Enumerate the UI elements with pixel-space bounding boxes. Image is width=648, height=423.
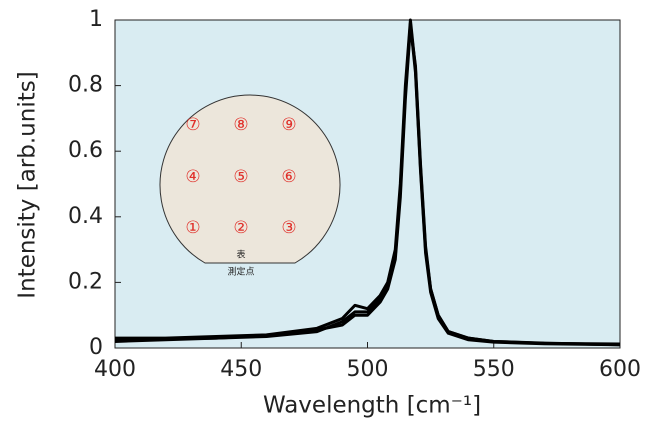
y-tick-label: 0	[89, 335, 103, 360]
point-label: ③	[281, 218, 296, 238]
y-tick-label: 0.2	[68, 269, 103, 294]
point-label: ⑨	[281, 115, 296, 135]
point-label: ②	[233, 218, 248, 238]
y-tick-label: 0.6	[68, 138, 103, 163]
spectrum-line	[114, 25, 621, 346]
point-label: ⑤	[233, 167, 248, 187]
x-tick-label: 500	[347, 357, 389, 382]
point-label: ⑦	[185, 115, 200, 135]
x-tick-label: 600	[599, 357, 641, 382]
x-axis-label: Wavelength [cm⁻¹]	[263, 393, 481, 419]
wafer	[159, 94, 341, 264]
x-tick-label: 550	[473, 357, 515, 382]
y-tick-label: 1	[89, 7, 103, 32]
x-tick-label: 400	[94, 357, 136, 382]
y-axis-label: Intensity [arb.units]	[15, 71, 41, 298]
point-label: ⑧	[233, 115, 248, 135]
point-label: ④	[185, 167, 200, 187]
point-label: ⑥	[281, 167, 296, 187]
side-label: 表	[236, 249, 245, 261]
x-tick-label: 450	[220, 357, 262, 382]
y-tick-label: 0.4	[68, 204, 103, 229]
y-tick-label: 0.8	[68, 73, 103, 98]
point-label: ①	[185, 218, 200, 238]
inset-caption: 測定点	[227, 266, 254, 278]
